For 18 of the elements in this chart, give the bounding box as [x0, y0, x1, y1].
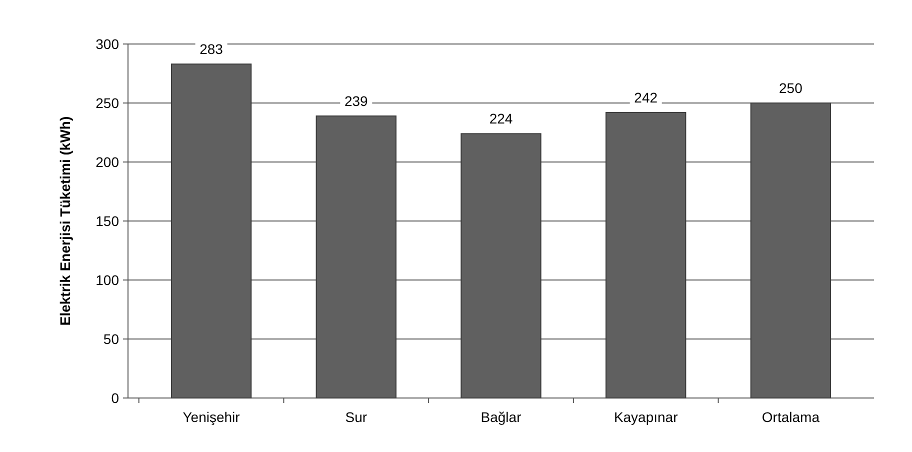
x-tick-label: Ortalama — [762, 409, 820, 425]
x-tick-label: Bağlar — [480, 409, 522, 425]
data-label: 242 — [634, 89, 658, 106]
y-tick-label: 300 — [96, 36, 120, 52]
y-tick-label: 0 — [111, 390, 120, 406]
y-tick-label: 250 — [96, 94, 120, 111]
x-tick-label: Yenişehir — [182, 409, 240, 425]
data-label: 250 — [779, 80, 803, 96]
data-label: 283 — [200, 41, 224, 58]
data-label: 239 — [344, 92, 368, 109]
x-tick-label: Kayapınar — [614, 409, 678, 425]
y-tick-label: 100 — [96, 272, 120, 288]
y-tick-label: 200 — [96, 154, 120, 170]
data-label: 224 — [489, 110, 513, 127]
x-tick-label: Sur — [345, 409, 368, 425]
y-axis-title: Elektrik Enerjisi Tüketimi (kWh) — [57, 116, 73, 326]
y-tick-label: 50 — [103, 330, 120, 347]
y-tick-label: 150 — [96, 212, 120, 229]
